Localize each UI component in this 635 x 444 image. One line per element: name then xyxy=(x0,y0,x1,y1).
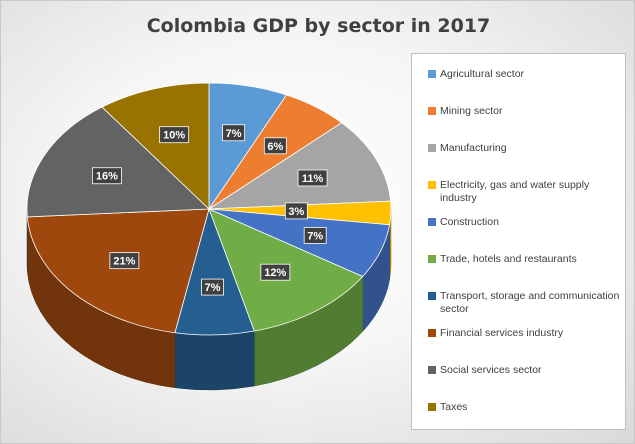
data-label-text-8: 16% xyxy=(96,171,118,183)
legend-label: Trade, hotels and restaurants xyxy=(440,253,623,266)
data-label-text-1: 6% xyxy=(267,141,283,153)
legend-item-6: Transport, storage and communication sec… xyxy=(428,290,623,316)
pie-side-6 xyxy=(175,331,254,390)
legend-swatch xyxy=(428,255,436,263)
legend-swatch xyxy=(428,70,436,78)
data-label-text-7: 21% xyxy=(113,256,135,268)
legend-item-9: Taxes xyxy=(428,401,623,414)
data-label-text-3: 3% xyxy=(288,206,304,218)
legend-item-2: Manufacturing xyxy=(428,142,623,155)
legend-item-4: Construction xyxy=(428,216,623,229)
legend-label: Agricultural sector xyxy=(440,68,623,81)
legend-label: Financial services industry xyxy=(440,327,623,340)
data-label-3: 3% xyxy=(285,203,307,219)
legend-label: Mining sector xyxy=(440,105,623,118)
data-label-text-9: 10% xyxy=(163,130,185,142)
data-label-text-0: 7% xyxy=(226,128,242,140)
legend-item-3: Electricity, gas and water supply indust… xyxy=(428,179,623,205)
data-label-1: 6% xyxy=(264,138,286,154)
legend-label: Manufacturing xyxy=(440,142,623,155)
legend-swatch xyxy=(428,329,436,337)
legend-label: Transport, storage and communication sec… xyxy=(440,290,623,316)
pie-slices xyxy=(27,83,391,335)
legend-swatch xyxy=(428,218,436,226)
data-label-6: 7% xyxy=(202,279,224,295)
legend-swatch xyxy=(428,403,436,411)
legend-label: Taxes xyxy=(440,401,623,414)
data-label-text-2: 11% xyxy=(302,173,324,185)
legend-label: Construction xyxy=(440,216,623,229)
data-label-2: 11% xyxy=(298,170,327,186)
data-label-4: 7% xyxy=(304,227,326,243)
legend-swatch xyxy=(428,292,436,300)
legend-item-8: Social services sector xyxy=(428,364,623,377)
chart-legend: Agricultural sector Mining sector Manufact… xyxy=(411,53,626,430)
legend-swatch xyxy=(428,181,436,189)
data-label-text-5: 12% xyxy=(264,267,286,279)
legend-item-7: Financial services industry xyxy=(428,327,623,340)
legend-swatch xyxy=(428,144,436,152)
legend-label: Social services sector xyxy=(440,364,623,377)
data-label-5: 12% xyxy=(261,264,290,280)
data-label-text-6: 7% xyxy=(205,282,221,294)
data-label-7: 21% xyxy=(110,253,139,269)
data-label-8: 16% xyxy=(92,168,121,184)
legend-item-5: Trade, hotels and restaurants xyxy=(428,253,623,266)
legend-swatch xyxy=(428,366,436,374)
data-label-0: 7% xyxy=(223,125,245,141)
legend-swatch xyxy=(428,107,436,115)
legend-item-0: Agricultural sector xyxy=(428,68,623,81)
legend-item-1: Mining sector xyxy=(428,105,623,118)
data-label-9: 10% xyxy=(160,127,189,143)
data-label-text-4: 7% xyxy=(307,230,323,242)
legend-label: Electricity, gas and water supply indust… xyxy=(440,179,623,205)
